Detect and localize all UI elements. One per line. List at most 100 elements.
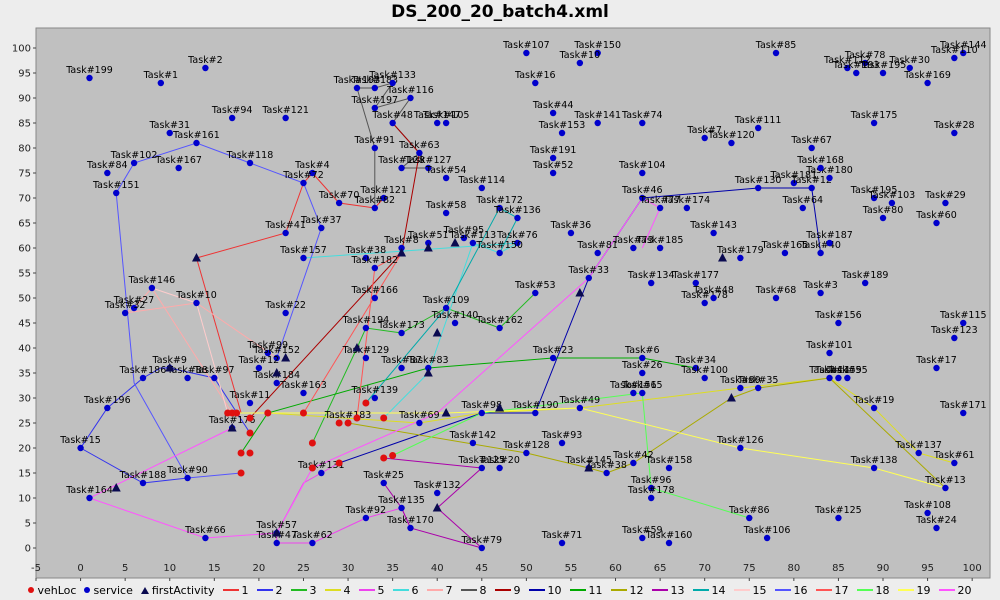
legend-label: 14 bbox=[711, 583, 726, 597]
task-label: Task#61 bbox=[933, 450, 975, 461]
service-point bbox=[496, 324, 503, 332]
task-label: Task#15 bbox=[59, 435, 101, 446]
service-point bbox=[398, 164, 405, 172]
x-tick-label: 80 bbox=[787, 563, 800, 574]
service-point bbox=[451, 319, 459, 327]
plot-background bbox=[35, 27, 991, 579]
task-label: Task#30 bbox=[888, 55, 930, 66]
service-point bbox=[442, 119, 450, 127]
service-point bbox=[879, 214, 887, 222]
legend-item: 16 bbox=[774, 583, 808, 597]
vehicle-location-point bbox=[335, 419, 343, 427]
task-label: Task#67 bbox=[790, 135, 832, 146]
task-label: Task#37 bbox=[300, 215, 342, 226]
task-label: Task#69 bbox=[398, 410, 440, 421]
task-label: Task#95 bbox=[443, 225, 485, 236]
task-label: Task#110 bbox=[930, 45, 978, 56]
legend-label: 16 bbox=[793, 583, 808, 597]
task-label: Task#144 bbox=[939, 40, 987, 51]
route-16-line bbox=[115, 142, 322, 479]
task-label: Task#118 bbox=[226, 150, 274, 161]
legend-swatch bbox=[460, 589, 477, 591]
task-label: Task#152 bbox=[252, 345, 300, 356]
service-point bbox=[639, 534, 646, 542]
task-label: Task#42 bbox=[612, 450, 654, 461]
service-point bbox=[558, 439, 566, 447]
service-point bbox=[861, 59, 869, 67]
task-label: Task#178 bbox=[680, 290, 728, 301]
legend-swatch bbox=[84, 587, 91, 593]
plot-area bbox=[35, 27, 991, 579]
service-point bbox=[924, 509, 931, 517]
service-point bbox=[951, 459, 958, 467]
task-label: Task#142 bbox=[449, 430, 497, 441]
service-point bbox=[389, 79, 396, 87]
y-tick-label: 70 bbox=[18, 194, 31, 205]
task-label: Task#92 bbox=[345, 505, 387, 516]
service-point bbox=[193, 139, 200, 147]
legend-label: 8 bbox=[479, 583, 487, 597]
service-point bbox=[835, 319, 842, 327]
service-point bbox=[665, 539, 673, 547]
task-label: Task#197 bbox=[350, 95, 398, 106]
service-point bbox=[139, 374, 147, 382]
service-point bbox=[630, 389, 637, 397]
y-tick-label: 60 bbox=[18, 244, 31, 255]
task-label: Task#179 bbox=[716, 245, 764, 256]
task-label: Task#34 bbox=[674, 355, 716, 366]
task-label: Task#25 bbox=[362, 470, 404, 481]
service-point bbox=[558, 539, 566, 547]
task-label: Task#130 bbox=[734, 175, 782, 186]
service-point bbox=[844, 64, 851, 72]
service-point bbox=[264, 349, 272, 357]
task-label: Task#10 bbox=[175, 290, 217, 301]
y-tick-label: 85 bbox=[18, 119, 31, 130]
service-point bbox=[701, 374, 708, 382]
task-label: Task#113 bbox=[449, 230, 497, 241]
service-point bbox=[763, 534, 771, 542]
service-point bbox=[692, 279, 699, 287]
first-activity-marker bbox=[450, 238, 460, 247]
service-point bbox=[184, 374, 191, 382]
service-point bbox=[434, 489, 441, 497]
service-point bbox=[273, 539, 280, 547]
legend-swatch bbox=[222, 589, 239, 591]
service-point bbox=[353, 84, 361, 92]
x-tick-label: 25 bbox=[297, 563, 310, 574]
task-label: Task#82 bbox=[354, 195, 396, 206]
service-point bbox=[933, 364, 940, 372]
task-label: Task#103 bbox=[868, 190, 916, 201]
task-label: Task#19 bbox=[853, 395, 895, 406]
task-label: Task#60 bbox=[915, 210, 957, 221]
task-label: Task#125 bbox=[457, 455, 505, 466]
service-point bbox=[273, 379, 280, 387]
task-label: Task#58 bbox=[425, 200, 467, 211]
legend-label: 5 bbox=[377, 583, 385, 597]
service-point bbox=[737, 384, 744, 392]
service-point bbox=[478, 184, 485, 192]
task-label: Task#132 bbox=[413, 480, 461, 491]
legend-swatch bbox=[815, 589, 832, 591]
service-point bbox=[576, 59, 584, 67]
task-label: Task#137 bbox=[894, 440, 942, 451]
legend-item: 7 bbox=[426, 584, 453, 597]
task-label: Task#41 bbox=[264, 220, 306, 231]
legend-swatch bbox=[774, 589, 791, 591]
service-point bbox=[603, 469, 610, 477]
service-point bbox=[184, 474, 191, 482]
service-point bbox=[549, 109, 557, 117]
y-tick-label: 95 bbox=[18, 69, 31, 80]
task-label: Task#138 bbox=[850, 455, 898, 466]
task-label: Task#180 bbox=[805, 165, 853, 176]
task-label: Task#182 bbox=[350, 255, 398, 266]
task-label: Task#22 bbox=[264, 300, 306, 311]
vehicle-location-point bbox=[353, 414, 361, 422]
service-point bbox=[380, 479, 387, 487]
x-tick-label: 0 bbox=[77, 563, 83, 574]
task-label: Task#151 bbox=[609, 380, 657, 391]
first-activity-marker bbox=[584, 463, 594, 472]
service-point bbox=[683, 204, 691, 212]
service-point bbox=[870, 464, 878, 472]
y-tick-label: 5 bbox=[25, 519, 31, 530]
service-point bbox=[282, 309, 289, 317]
